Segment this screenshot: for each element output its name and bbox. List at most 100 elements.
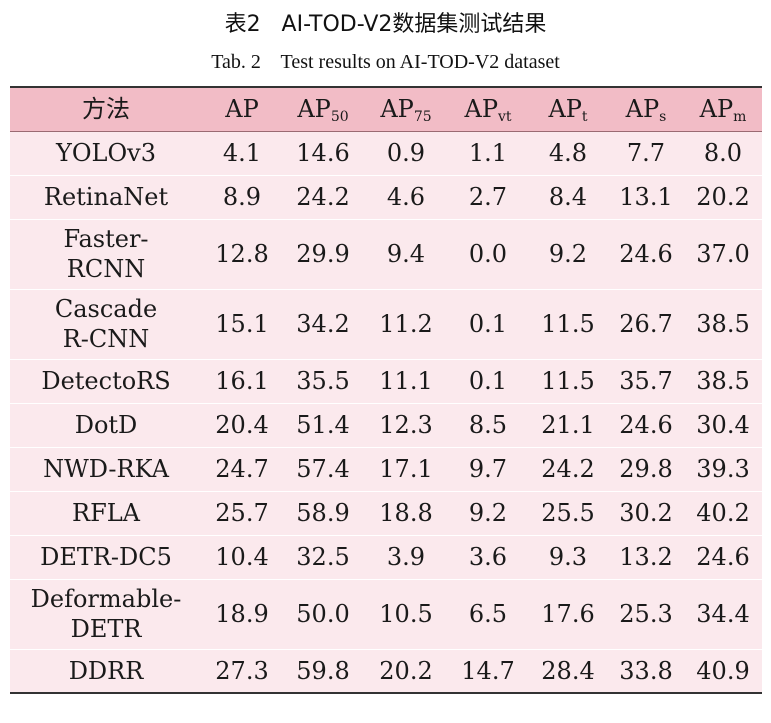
method-cell: DetectoRS	[10, 359, 202, 403]
value-cell: 14.7	[448, 649, 528, 694]
table-row: NWD-RKA 24.7 57.4 17.1 9.7 24.2 29.8 39.3	[10, 447, 762, 491]
header-apm-sub: m	[733, 109, 747, 126]
header-aps-base: AP	[625, 95, 660, 124]
value-cell: 24.6	[696, 543, 750, 571]
value-cell: 9.2	[468, 499, 508, 527]
table-row: YOLOv3 4.1 14.6 0.9 1.1 4.8 7.7 8.0	[10, 131, 762, 175]
value-cell: 12.3	[379, 411, 433, 439]
header-apm: APm	[684, 86, 762, 132]
header-apm-base: AP	[699, 95, 734, 124]
value-cell: 26.7	[619, 310, 673, 338]
value-cell: 8.5	[468, 411, 508, 439]
value-cell: 3.6	[468, 543, 508, 571]
value-cell: 24.2	[296, 183, 350, 211]
method-name-line: DETR-DC5	[40, 543, 172, 571]
header-apt-sub: t	[581, 109, 588, 126]
value-cell: 9.3	[548, 543, 588, 571]
value-cell: 24.6	[619, 411, 673, 439]
value-cell: 25.7	[215, 499, 269, 527]
value-cell: 4.6	[386, 183, 426, 211]
method-name-line: DotD	[74, 411, 138, 439]
method-name-line: DDRR	[68, 656, 144, 685]
table-row: DETR-DC5 10.4 32.5 3.9 3.6 9.3 13.2 24.6	[10, 535, 762, 579]
value-cell: 34.2	[296, 310, 350, 338]
value-cell: 25.5	[541, 499, 595, 527]
value-cell: 15.1	[215, 310, 269, 338]
table-row: DetectoRS 16.1 35.5 11.1 0.1 11.5 35.7 38.5	[10, 359, 762, 403]
value-cell: 30.4	[696, 411, 750, 439]
value-cell: 20.4	[215, 411, 269, 439]
header-ap50-base: AP	[297, 95, 331, 124]
header-ap50-sub: 50	[330, 109, 349, 126]
method-cell: RetinaNet	[10, 175, 202, 219]
method-name-line: YOLOv3	[56, 139, 156, 167]
method-name-line: DetectoRS	[41, 367, 171, 395]
header-method: 方法	[10, 86, 202, 132]
value-cell: 51.4	[296, 411, 350, 439]
header-ap: AP	[202, 86, 282, 132]
table-subtitle: Tab. 2 Test results on AI-TOD-V2 dataset	[211, 51, 560, 73]
value-cell: 37.0	[696, 240, 750, 268]
header-ap75-sub: 75	[413, 109, 432, 126]
value-cell: 3.9	[386, 543, 426, 571]
table-row: Deformable- DETR 18.9 50.0 10.5 6.5 17.6 25.3 34…	[10, 579, 762, 649]
value-cell: 9.4	[386, 240, 426, 268]
value-cell: 27.3	[202, 649, 282, 694]
method-cell: YOLOv3	[10, 131, 202, 175]
header-apt-base: AP	[548, 95, 582, 124]
method-cell: RFLA	[10, 491, 202, 535]
value-cell: 12.8	[215, 240, 269, 268]
method-name-line: Faster-	[63, 225, 149, 253]
method-name-line: RetinaNet	[43, 183, 169, 211]
value-cell: 20.2	[696, 183, 750, 211]
results-table: 方法 AP AP50 AP75 APvt APt APs APm YOLOv3 4…	[10, 86, 762, 694]
value-cell: 18.8	[379, 499, 433, 527]
header-apvt-sub: vt	[497, 109, 512, 126]
value-cell: 57.4	[296, 455, 350, 483]
method-name-line: Cascade	[54, 295, 158, 323]
header-ap-base: AP	[225, 95, 259, 124]
value-cell: 0.1	[468, 310, 508, 338]
method-name-line: DETR	[70, 615, 142, 643]
method-cell: DotD	[10, 403, 202, 447]
method-cell: DDRR	[10, 649, 202, 694]
table-title: 表2 AI-TOD-V2数据集测试结果	[224, 12, 547, 37]
header-aps-sub: s	[659, 109, 667, 126]
value-cell: 6.5	[468, 600, 508, 628]
value-cell: 33.8	[608, 649, 684, 694]
value-cell: 20.2	[364, 649, 448, 694]
table-row: RetinaNet 8.9 24.2 4.6 2.7 8.4 13.1 20.2	[10, 175, 762, 219]
value-cell: 11.5	[541, 367, 595, 395]
header-apt: APt	[528, 86, 608, 132]
value-cell: 9.2	[548, 240, 588, 268]
value-cell: 9.7	[468, 455, 508, 483]
value-cell: 13.1	[619, 183, 673, 211]
value-cell: 13.2	[619, 543, 673, 571]
table-row: Faster- RCNN 12.8 29.9 9.4 0.0 9.2 24.6 37.0	[10, 219, 762, 289]
method-name-line: RFLA	[72, 499, 140, 527]
method-name-line: NWD-RKA	[43, 455, 169, 483]
value-cell: 17.6	[541, 600, 595, 628]
header-ap75: AP75	[364, 86, 448, 132]
value-cell: 11.2	[379, 310, 433, 338]
header-row: 方法 AP AP50 AP75 APvt APt APs APm	[10, 86, 762, 132]
header-apvt: APvt	[448, 86, 528, 132]
value-cell: 2.7	[468, 183, 508, 211]
value-cell: 38.5	[696, 310, 750, 338]
value-cell: 18.9	[215, 600, 269, 628]
header-ap50: AP50	[282, 86, 364, 132]
header-ap75-base: AP	[380, 95, 414, 124]
method-name-line: Deformable-	[30, 585, 182, 613]
value-cell: 24.7	[215, 455, 269, 483]
value-cell: 35.7	[619, 367, 673, 395]
value-cell: 0.1	[468, 367, 508, 395]
value-cell: 25.3	[619, 600, 673, 628]
value-cell: 10.5	[379, 600, 433, 628]
value-cell: 35.5	[296, 367, 350, 395]
value-cell: 24.2	[541, 455, 595, 483]
value-cell: 1.1	[468, 139, 508, 167]
method-cell: Deformable- DETR	[10, 579, 202, 649]
table-row: DDRR 27.3 59.8 20.2 14.7 28.4 33.8 40.9	[10, 649, 762, 694]
value-cell: 29.9	[296, 240, 350, 268]
results-body: YOLOv3 4.1 14.6 0.9 1.1 4.8 7.7 8.0 RetinaNet 8.9…	[10, 131, 762, 694]
